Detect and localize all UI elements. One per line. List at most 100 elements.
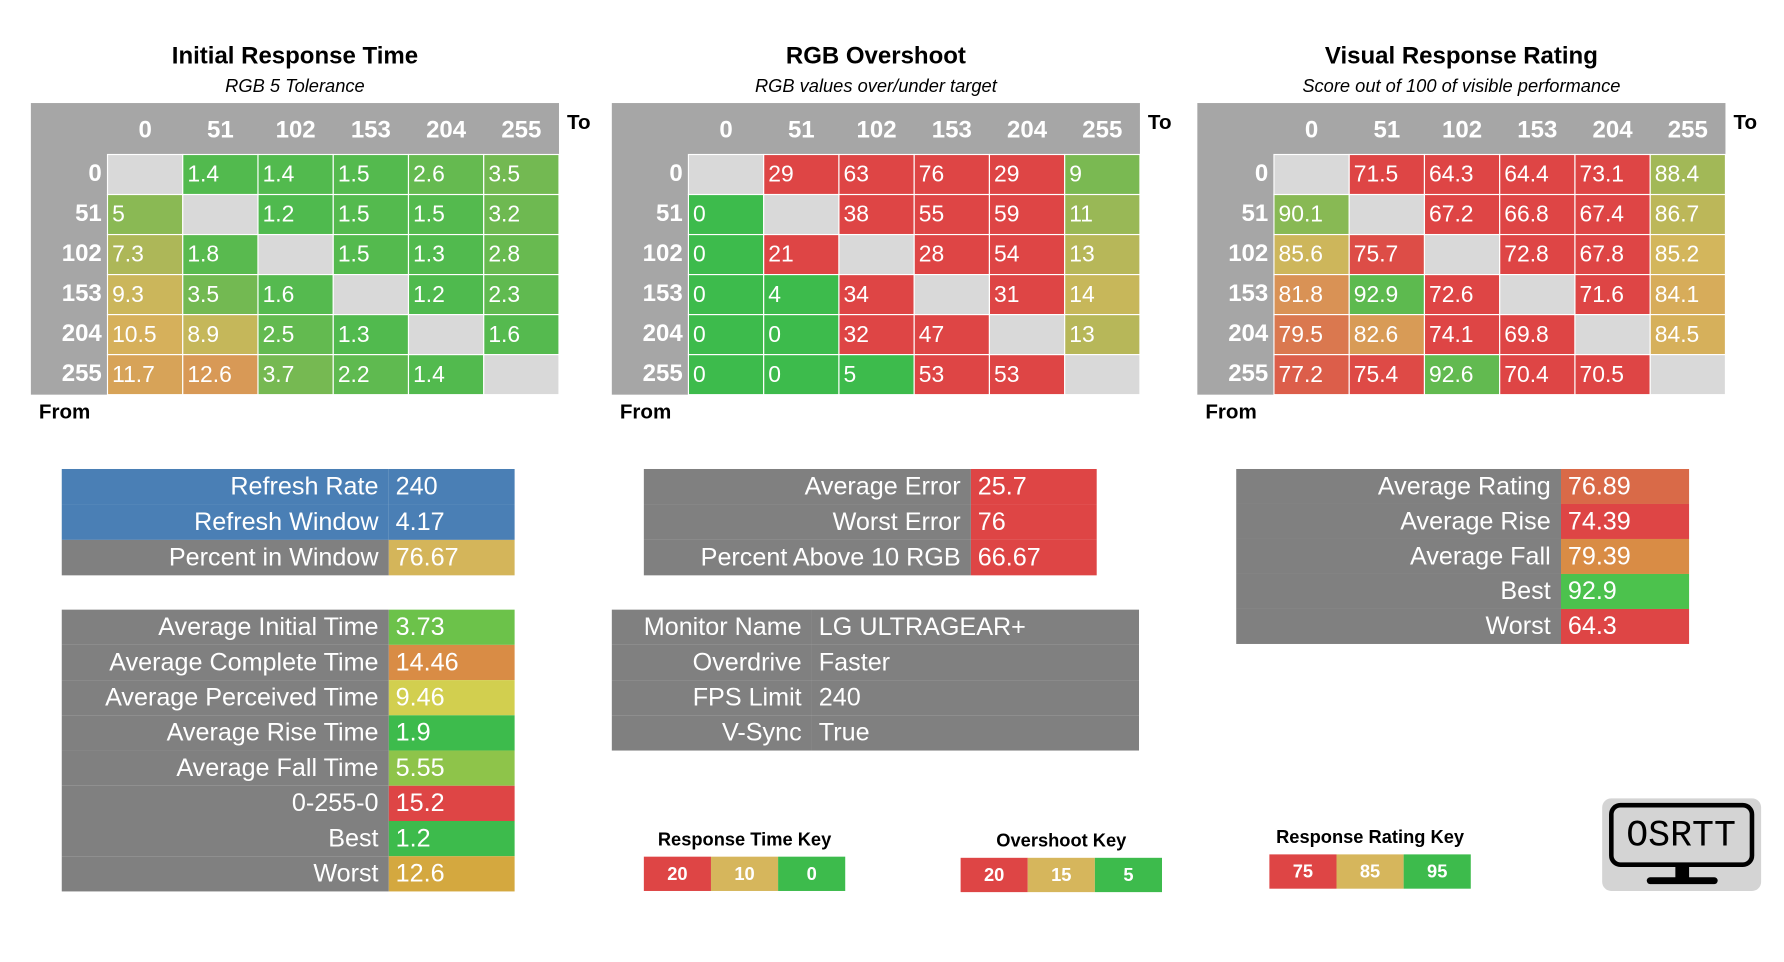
cell-value: 1.5 xyxy=(413,201,445,227)
cell-value: 0 xyxy=(693,201,706,227)
empty-cell xyxy=(1348,193,1426,236)
heat-cell xyxy=(838,274,915,316)
cell-value: 2.6 xyxy=(413,161,445,187)
stat-value: 240 xyxy=(396,473,438,501)
cell-value: 81.8 xyxy=(1279,281,1324,307)
stat-label: Average Complete Time xyxy=(109,648,378,676)
empty-cell xyxy=(1574,314,1651,356)
empty-cell xyxy=(1064,354,1141,396)
stat-value: 64.3 xyxy=(1568,612,1617,640)
cell-value: 2.3 xyxy=(488,281,520,307)
row-header: 153 xyxy=(643,280,683,307)
cell-value: 2.2 xyxy=(338,361,370,387)
heat-cell xyxy=(687,314,765,356)
heat-cell xyxy=(1649,233,1727,276)
stat-value-cell xyxy=(388,644,515,681)
stat-value: 3.73 xyxy=(396,613,445,641)
heat-cell xyxy=(1574,153,1651,196)
heat-cell xyxy=(763,354,840,396)
stat-label: Best xyxy=(1500,577,1550,605)
heat-cell xyxy=(1273,274,1350,316)
cell-value: 0 xyxy=(693,321,706,347)
row-header: 153 xyxy=(62,280,102,307)
heat-cell xyxy=(763,233,840,276)
cell-value: 55 xyxy=(919,201,944,227)
stat-value-cell xyxy=(1561,573,1690,609)
cell-value: 34 xyxy=(844,281,870,307)
stat-label: Average Rise xyxy=(1400,507,1550,535)
stat-value-cell xyxy=(970,504,1097,540)
stat-label-cell xyxy=(61,504,389,540)
cell-value: 54 xyxy=(994,241,1020,267)
stat-value: 25.7 xyxy=(978,473,1027,501)
heatmap-title: RGB Overshoot xyxy=(786,43,966,70)
cell-value: 72.8 xyxy=(1504,241,1549,267)
stat-value: 76.89 xyxy=(1568,472,1631,500)
heat-cell xyxy=(687,233,765,276)
cell-value: 69.8 xyxy=(1504,321,1549,347)
cell-value: 3.2 xyxy=(488,201,520,227)
heat-cell xyxy=(838,193,915,236)
column-header: 0 xyxy=(138,116,151,143)
stat-label: Average Rise Time xyxy=(167,719,379,747)
cell-value: 77.2 xyxy=(1279,361,1324,387)
stat-label: Refresh Rate xyxy=(230,473,378,501)
heat-cell xyxy=(1499,314,1576,356)
stat-label-cell xyxy=(1236,608,1561,644)
stat-label-cell xyxy=(61,539,389,576)
key-swatch xyxy=(643,856,711,891)
heat-cell xyxy=(483,274,560,316)
stat-label-cell xyxy=(611,609,812,645)
stat-value-cell xyxy=(388,785,515,821)
stat-label: Worst xyxy=(1486,612,1551,640)
cell-value: 84.1 xyxy=(1655,281,1700,307)
stat-value-cell xyxy=(1561,538,1690,574)
stat-value: 66.67 xyxy=(978,543,1041,571)
cell-value: 84.5 xyxy=(1655,321,1700,347)
key-swatch xyxy=(1027,857,1095,893)
heat-cell xyxy=(182,274,259,316)
row-header: 51 xyxy=(1242,200,1269,227)
cell-value: 1.2 xyxy=(413,281,445,307)
stat-value-cell xyxy=(388,539,515,576)
heat-cell xyxy=(407,274,485,316)
heat-cell xyxy=(913,193,991,236)
cell-value: 70.5 xyxy=(1580,361,1625,387)
heat-cell xyxy=(106,274,184,316)
stat-label: FPS Limit xyxy=(693,683,802,711)
stat-value: 5.55 xyxy=(396,754,445,782)
cell-value: 2.5 xyxy=(263,321,295,347)
empty-cell xyxy=(332,274,410,316)
column-header: 102 xyxy=(857,116,897,143)
key-swatch xyxy=(778,856,846,891)
stat-label-cell xyxy=(611,715,812,751)
cell-value: 1.4 xyxy=(263,161,295,187)
stat-label: Refresh Window xyxy=(194,508,379,536)
empty-cell xyxy=(838,233,915,276)
stat-value: 1.9 xyxy=(396,719,431,747)
cell-value: 72.6 xyxy=(1429,281,1474,307)
stat-value-cell xyxy=(1561,503,1690,539)
stat-label-cell xyxy=(61,785,389,821)
empty-cell xyxy=(182,193,259,236)
heat-cell xyxy=(687,193,765,236)
heat-cell xyxy=(483,314,560,356)
logo-stand xyxy=(1675,864,1690,879)
stat-value: 15.2 xyxy=(396,789,445,817)
cell-value: 9 xyxy=(1069,161,1082,187)
cell-value: 67.2 xyxy=(1429,201,1474,227)
heatmap-title: Initial Response Time xyxy=(172,43,418,70)
row-header: 0 xyxy=(88,160,101,187)
stat-value-cell xyxy=(388,609,515,645)
stat-value: 76 xyxy=(978,508,1006,536)
heat-cell xyxy=(1499,354,1576,396)
cell-value: 31 xyxy=(994,281,1019,307)
row-header: 102 xyxy=(1228,240,1268,267)
logo-base xyxy=(1646,877,1718,885)
cell-value: 1.4 xyxy=(187,161,219,187)
stat-value-cell xyxy=(811,609,1140,645)
heat-cell xyxy=(687,274,765,316)
column-header: 153 xyxy=(932,116,972,143)
stat-label-cell xyxy=(1236,503,1561,539)
